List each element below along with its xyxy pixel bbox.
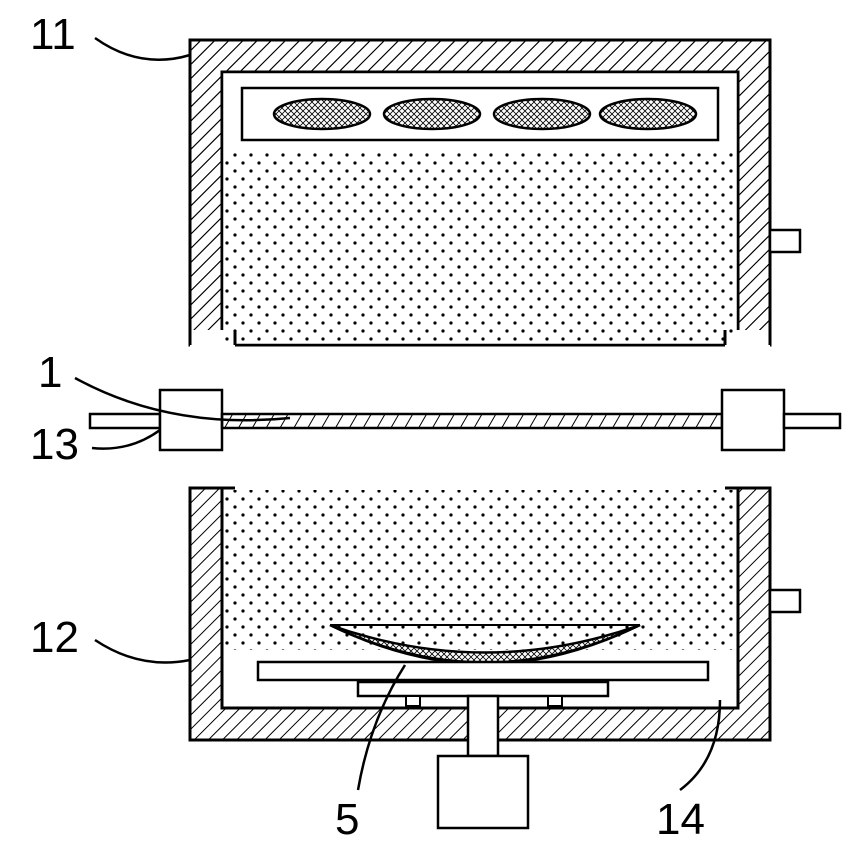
diagram-container: 11 1 13 12 5 14	[0, 0, 862, 831]
coil-2	[384, 99, 480, 129]
coil-4	[600, 99, 696, 129]
middle-assembly	[90, 390, 840, 450]
upper-chamber	[190, 40, 800, 348]
under-plate	[358, 682, 608, 696]
right-block	[722, 390, 784, 450]
center-rod	[222, 414, 722, 428]
foot-right	[548, 696, 562, 706]
lead-11	[95, 38, 190, 60]
label-11: 11	[30, 10, 76, 60]
base-block	[438, 756, 528, 828]
lower-port	[770, 590, 800, 612]
lower-chamber	[190, 488, 800, 828]
coil-1	[274, 99, 370, 129]
lead-12	[95, 640, 190, 663]
upper-port	[770, 230, 800, 252]
label-12: 12	[30, 613, 79, 663]
upper-dotted-region	[224, 150, 736, 343]
foot-left	[406, 696, 420, 706]
label-1: 1	[38, 348, 62, 398]
label-13: 13	[30, 420, 79, 470]
table-top	[258, 662, 708, 680]
left-rod	[90, 414, 160, 428]
schematic-svg	[0, 0, 862, 831]
right-rod	[784, 414, 840, 428]
label-14: 14	[656, 795, 705, 845]
stem	[468, 696, 498, 756]
label-5: 5	[335, 795, 359, 845]
lead-13	[92, 430, 160, 449]
coil-3	[494, 99, 590, 129]
